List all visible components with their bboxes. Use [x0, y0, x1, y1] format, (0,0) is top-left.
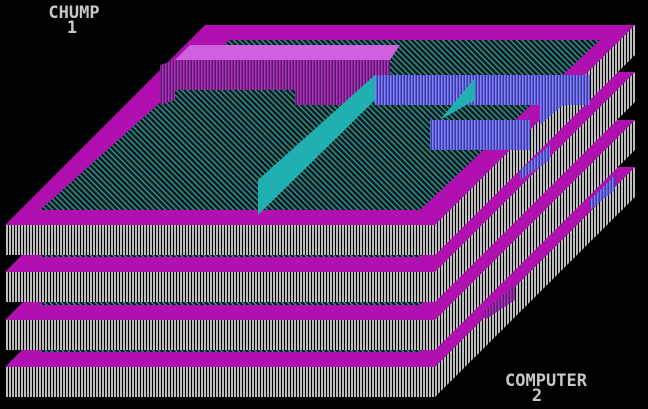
- player-score: 1: [67, 18, 77, 38]
- score-panel: CHUMP 1 COMPUTER 2: [48, 3, 587, 406]
- walls: [160, 45, 615, 320]
- player-name: COMPUTER: [505, 371, 588, 391]
- player-score: 2: [532, 386, 542, 406]
- player-name: CHUMP: [48, 3, 99, 23]
